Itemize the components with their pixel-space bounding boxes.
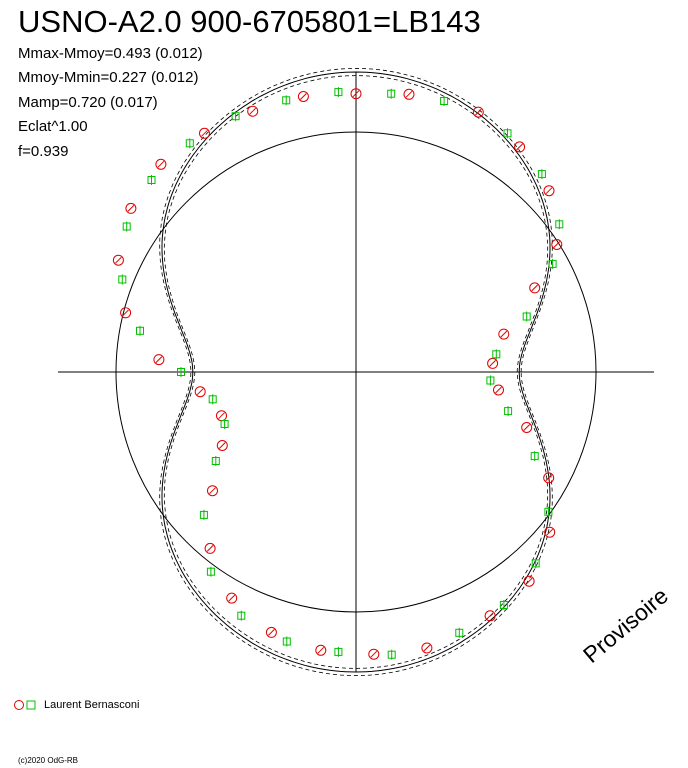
error-bar <box>122 309 129 317</box>
error-bar <box>495 386 502 394</box>
error-bar <box>268 629 275 636</box>
data-point-circle <box>498 328 510 340</box>
data-point-circle <box>484 610 496 622</box>
data-point-circle <box>544 526 556 538</box>
data-point-circle <box>403 88 415 100</box>
error-bar <box>525 577 533 585</box>
error-bar <box>553 241 561 248</box>
error-bar <box>516 143 523 151</box>
error-bar <box>127 205 135 212</box>
data-point-circle <box>521 422 533 433</box>
param-mmax-mmoy: Mmax-Mmoy=0.493 (0.012) <box>18 45 203 62</box>
data-point-circle <box>523 575 535 587</box>
data-point-circle <box>315 644 327 656</box>
data-point-circle <box>120 307 132 319</box>
error-bar <box>155 356 163 363</box>
data-point-circle <box>265 626 277 638</box>
data-point-circle <box>207 485 218 497</box>
data-point-circle <box>297 91 309 102</box>
error-bar <box>545 187 553 195</box>
chart-title: USNO-A2.0 900-6705801=LB143 <box>18 4 481 39</box>
error-bar <box>486 612 494 620</box>
legend-symbols <box>14 700 36 710</box>
data-point-circle <box>155 158 167 170</box>
legend-label: Laurent Bernasconi <box>44 699 140 711</box>
data-point-circle <box>421 642 433 654</box>
param-mamp: Mamp=0.720 (0.017) <box>18 94 158 111</box>
error-bar <box>206 545 214 552</box>
data-point-circle <box>551 239 563 250</box>
data-point-circle <box>472 106 484 118</box>
data-point-circle <box>216 440 228 451</box>
data-point-circle <box>368 648 380 660</box>
legend-square-marker <box>26 700 36 710</box>
error-bar <box>209 487 216 495</box>
data-point-circle <box>514 141 526 153</box>
error-bar <box>500 330 508 338</box>
param-mmoy-mmin: Mmoy-Mmin=0.227 (0.012) <box>18 69 199 86</box>
data-point-circle <box>247 105 259 117</box>
error-bar <box>474 108 482 116</box>
data-point-circle <box>112 254 124 266</box>
copyright: (c)2020 OdG-RB <box>18 756 79 765</box>
error-bar <box>405 90 413 98</box>
legend-circle-marker <box>14 700 24 710</box>
param-eclat: Eclat^1.00 <box>18 118 88 135</box>
data-point-circle <box>487 357 499 369</box>
error-bar <box>196 388 204 396</box>
error-bar <box>545 474 553 482</box>
reference-circle <box>115 131 597 613</box>
data-point-circle <box>153 354 165 366</box>
error-bar <box>115 256 122 264</box>
error-bar <box>546 528 554 536</box>
error-bar <box>201 129 208 137</box>
error-bar <box>300 93 307 100</box>
error-bar <box>352 90 360 98</box>
error-bar <box>423 644 431 652</box>
data-point-circle <box>204 542 216 554</box>
error-bar <box>489 360 496 367</box>
data-point-circle <box>350 88 362 100</box>
data-point-circle <box>529 282 541 294</box>
error-bar <box>218 412 225 420</box>
data-point-circle <box>199 127 210 139</box>
error-bar <box>531 284 539 292</box>
error-bar <box>523 424 531 431</box>
data-point-circle <box>125 202 137 214</box>
param-f: f=0.939 <box>18 143 69 160</box>
legend: Laurent Bernasconi <box>14 698 139 712</box>
model-curve <box>161 71 551 673</box>
error-bar <box>228 594 236 602</box>
data-point-circle <box>543 472 555 484</box>
error-bar <box>317 646 325 654</box>
model-curve-lower <box>163 75 549 669</box>
data-point-circle <box>194 386 206 398</box>
data-point-circle <box>493 384 504 396</box>
error-bar <box>249 107 257 115</box>
error-bar <box>370 650 378 658</box>
data-point-circle <box>226 592 238 604</box>
error-bar <box>157 160 165 168</box>
error-bar <box>218 442 226 449</box>
data-point-circle <box>543 185 555 197</box>
